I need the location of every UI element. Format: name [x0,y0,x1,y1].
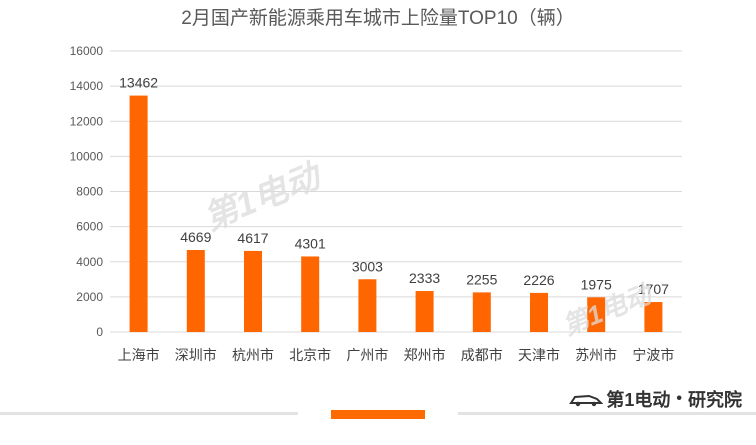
x-category-label: 苏州市 [575,347,617,363]
x-category-label: 深圳市 [175,347,217,363]
y-tick-label: 4000 [76,255,103,269]
y-tick-label: 14000 [70,79,104,93]
x-category-label: 杭州市 [232,347,274,363]
footer-divider-right [458,412,756,415]
bar [244,250,262,332]
y-axis-ticks: 0 2000 4000 6000 8000 10000 12000 14000 16000 [70,44,104,339]
data-label: 4669 [180,229,211,245]
y-tick-label: 12000 [70,114,104,128]
bar [186,250,205,332]
data-label: 4301 [295,235,326,251]
brand-suffix: 研究院 [688,390,742,410]
x-category-label: 郑州市 [404,347,446,363]
data-label: 2255 [466,271,497,287]
car-logo-icon: 第1电动 [569,386,670,412]
bar [472,292,491,332]
data-label: 2226 [523,272,554,288]
y-tick-label: 10000 [70,149,104,163]
bar-series [129,95,663,332]
brand-logo-text: 第1电动 [606,390,671,410]
chart-title: 2月国产新能源乘用车城市上险量TOP10（辆） [181,7,574,29]
x-category-label: 天津市 [518,347,560,363]
bar [644,302,663,332]
data-label: 3003 [352,258,383,274]
y-tick-label: 16000 [70,44,104,58]
y-tick-label: 8000 [76,185,103,199]
data-labels: 13462 4669 4617 4301 3003 2333 2255 2226 1975 170… [119,75,669,297]
car-icon [569,394,604,407]
footer-accent-bar [331,410,425,419]
brand-separator: • [676,390,682,407]
x-category-label: 上海市 [118,347,160,363]
data-label: 1707 [638,281,669,297]
footer-divider-left [0,412,298,415]
bar [415,291,434,332]
data-label: 4617 [237,230,268,246]
y-tick-label: 2000 [76,290,103,304]
bar [358,279,377,332]
grid-layer [110,50,682,333]
data-label: 1975 [581,276,612,292]
data-label: 13462 [119,75,158,91]
x-axis-categories: 上海市 深圳市 杭州市 北京市 广州市 郑州市 成都市 天津市 苏州市 宁波市 [118,347,675,363]
x-category-label: 成都市 [461,347,503,363]
x-category-label: 北京市 [289,347,331,363]
y-tick-label: 0 [96,325,103,339]
bar [301,256,320,332]
bar [587,297,606,332]
data-label: 2333 [409,270,440,286]
bar [530,292,548,332]
brand-logo: 第1电动 • 研究院 [569,386,742,412]
x-category-label: 宁波市 [632,347,674,363]
y-tick-label: 6000 [76,220,103,234]
x-category-label: 广州市 [346,347,388,363]
bar [129,95,148,332]
